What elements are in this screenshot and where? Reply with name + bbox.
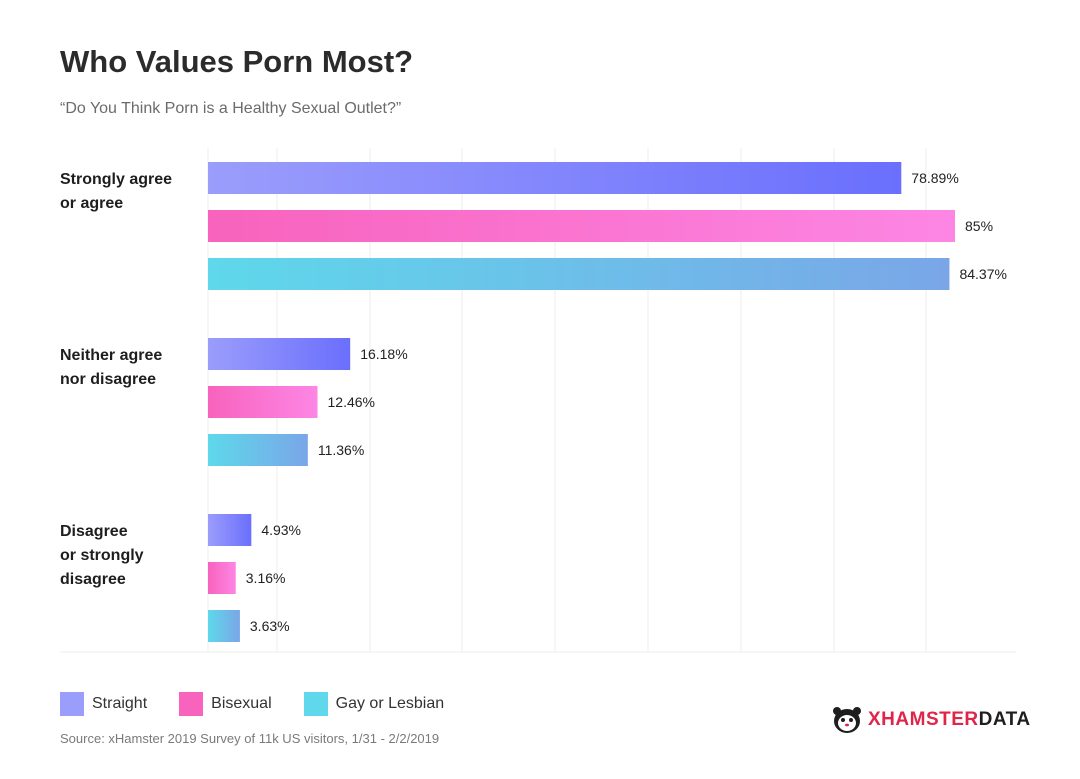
legend: Straight Bisexual Gay or Lesbian xyxy=(60,692,476,716)
value-label: 3.63% xyxy=(250,618,290,634)
source-note: Source: xHamster 2019 Survey of 11k US v… xyxy=(60,731,440,746)
category-label: Strongly agree or agree xyxy=(60,171,172,212)
legend-item-straight: Straight xyxy=(60,692,147,716)
value-label: 78.89% xyxy=(911,170,958,186)
legend-item-gay-or-lesbian: Gay or Lesbian xyxy=(303,692,445,716)
bar-bisexual xyxy=(208,386,318,418)
category-label: Neither agree nor disagree xyxy=(60,347,162,388)
legend-swatch-straight xyxy=(60,692,84,716)
chart-subtitle: “Do You Think Porn is a Healthy Sexual O… xyxy=(60,100,402,117)
value-label: 4.93% xyxy=(261,522,301,538)
legend-swatch-bisexual xyxy=(179,692,204,716)
legend-label-gay-or-lesbian: Gay or Lesbian xyxy=(335,695,445,712)
value-labels: 78.89% 85% 84.37% 16.18% 12.46% 11.36% 4.93% 3.… xyxy=(246,170,1007,634)
value-label: 85% xyxy=(965,218,993,234)
legend-swatch-gay-or-lesbian xyxy=(303,692,328,716)
chart-title: Who Values Porn Most? xyxy=(60,44,414,79)
bar-straight xyxy=(208,162,902,194)
legend-label-bisexual: Bisexual xyxy=(211,695,272,712)
value-label: 16.18% xyxy=(360,346,407,362)
value-label: 12.46% xyxy=(328,394,375,410)
category-labels: Strongly agree or agree Neither agree nor d… xyxy=(60,171,172,588)
hamster-logo-icon xyxy=(833,707,861,733)
brand-part1: XHAMSTER xyxy=(868,709,979,730)
category-label: Disagree or strongly disagree xyxy=(60,523,144,588)
brand-part2: DATA xyxy=(978,709,1031,730)
bar-gay-or-lesbian xyxy=(208,258,950,290)
bar-bisexual xyxy=(208,210,955,242)
bar-bisexual xyxy=(208,562,236,594)
bar-gay-or-lesbian xyxy=(208,610,240,642)
bar-straight xyxy=(208,338,351,370)
value-label: 11.36% xyxy=(318,442,364,458)
bar-chart: Strongly agree or agree Neither agree nor d… xyxy=(60,148,1016,653)
brand-wordmark: XHAMSTERDATA xyxy=(868,709,1031,731)
legend-item-bisexual: Bisexual xyxy=(179,692,272,716)
bar-gay-or-lesbian xyxy=(208,434,308,466)
bar-straight xyxy=(208,514,252,546)
brand-logo: XHAMSTERDATA xyxy=(832,706,1031,734)
legend-label-straight: Straight xyxy=(92,695,148,712)
value-label: 3.16% xyxy=(246,570,286,586)
bars xyxy=(208,162,955,642)
value-label: 84.37% xyxy=(959,266,1006,282)
